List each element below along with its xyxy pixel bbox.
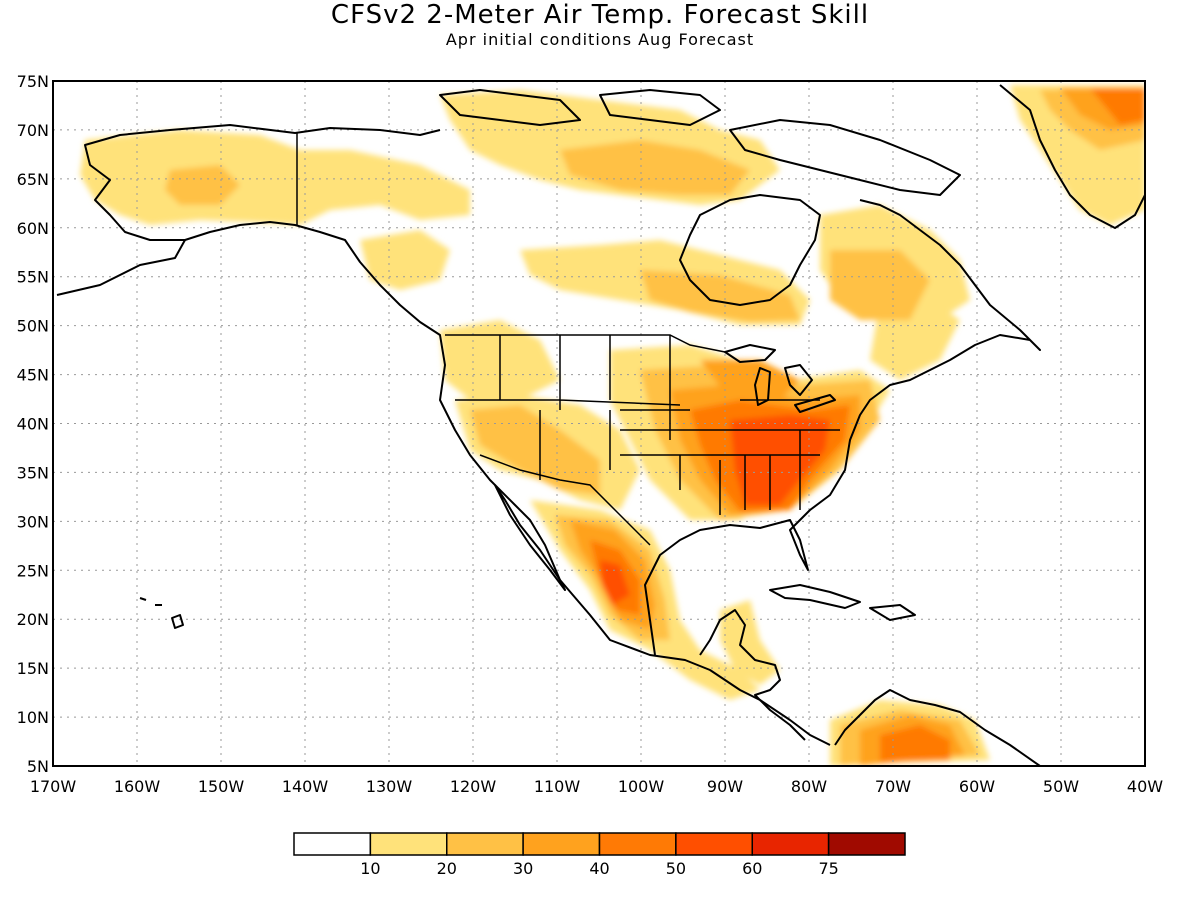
colorbar-swatch: [369, 832, 448, 856]
latitude-tick-label: 50N: [17, 317, 49, 336]
latitude-tick-label: 15N: [17, 659, 49, 678]
border-us-canada: [445, 334, 726, 353]
shade-greenland-40: [1090, 88, 1145, 125]
colorbar-label: 60: [742, 859, 762, 878]
shade-sa-40: [880, 725, 950, 762]
longitude-tick-label: 90W: [707, 777, 743, 796]
latitude-tick-label: 60N: [17, 219, 49, 238]
longitude-tick-label: 50W: [1043, 777, 1079, 796]
latitude-tick-label: 70N: [17, 121, 49, 140]
coast-gulf: [644, 199, 1041, 656]
colorbar-swatch: [293, 832, 372, 856]
shade-centralam: [720, 600, 780, 685]
coast-nw: [184, 221, 831, 746]
coast-arctic-2: [599, 89, 721, 126]
map-subtitle: Apr initial conditions Aug Forecast: [445, 30, 755, 49]
latitude-tick-label: 5N: [27, 757, 49, 776]
shade-sw-20: [470, 405, 600, 495]
colorbar-swatch: [675, 832, 753, 856]
colorbar-swatch: [598, 832, 677, 856]
colorbar-label: 30: [513, 859, 533, 878]
coast-greenland: [999, 84, 1145, 229]
map-frame: [52, 80, 1146, 767]
longitude-tick-label: 150W: [198, 777, 245, 796]
latitude-tick-label: 55N: [17, 268, 49, 287]
coastlines: [56, 84, 1145, 766]
longitude-tick-label: 120W: [450, 777, 497, 796]
latitude-tick-label: 25N: [17, 561, 49, 580]
colorbar-swatch: [827, 832, 906, 856]
longitude-tick-label: 110W: [534, 777, 581, 796]
colorbar-swatch: [446, 832, 524, 856]
colorbar-label: 75: [818, 859, 838, 878]
colorbar-label: 40: [589, 859, 609, 878]
coast-baffin: [729, 119, 961, 196]
longitude-tick-label: 130W: [366, 777, 413, 796]
shade-se-50: [730, 415, 830, 505]
lake-superior: [724, 344, 776, 363]
coast-hudson: [679, 194, 821, 306]
latitude-tick-label: 75N: [17, 72, 49, 91]
coast-hispaniola: [869, 604, 916, 621]
colorbar-swatch: [751, 832, 830, 856]
longitude-axis: 170W 160W 150W 140W 130W 120W 110W 100W 90W 80W 70…: [30, 777, 1163, 796]
coast-cuba: [769, 584, 861, 609]
gridlines: [53, 81, 1145, 766]
lake-michigan: [754, 367, 771, 406]
colorbar-label: 20: [437, 859, 457, 878]
latitude-axis: 5N 10N 15N 20N 25N 30N 35N 40N 45N 50N 55N 60N 65N 70…: [17, 72, 49, 776]
latitude-tick-label: 45N: [17, 366, 49, 385]
longitude-tick-label: 100W: [618, 777, 665, 796]
map-title: CFSv2 2-Meter Air Temp. Forecast Skill: [330, 0, 870, 30]
latitude-tick-label: 10N: [17, 708, 49, 727]
latitude-tick-label: 30N: [17, 512, 49, 531]
coast-arctic-1: [439, 89, 581, 126]
latitude-tick-label: 40N: [17, 415, 49, 434]
longitude-tick-label: 170W: [30, 777, 77, 796]
shade-canada-20: [560, 140, 750, 195]
state-lines: [455, 335, 840, 515]
coast-baja: [494, 484, 566, 591]
coast-hawaii: [139, 597, 184, 629]
longitude-tick-label: 140W: [282, 777, 329, 796]
shade-mex-50: [600, 560, 630, 605]
coast-yucatan: [699, 609, 806, 741]
latitude-tick-label: 20N: [17, 610, 49, 629]
colorbar-swatch: [522, 832, 601, 856]
colorbar-label: 50: [666, 859, 686, 878]
longitude-tick-label: 40W: [1127, 777, 1163, 796]
shade-bc: [360, 230, 450, 290]
longitude-tick-label: 70W: [875, 777, 911, 796]
lake-huron: [784, 364, 813, 396]
colorbar-label: 10: [360, 859, 380, 878]
lake-erie: [794, 394, 836, 413]
shade-central-20: [640, 270, 800, 322]
longitude-tick-label: 80W: [791, 777, 827, 796]
coast-sa: [834, 689, 1041, 766]
shade-hudson-20: [830, 250, 930, 320]
political-borders: [296, 133, 840, 546]
longitude-tick-label: 60W: [959, 777, 995, 796]
longitude-tick-label: 160W: [114, 777, 161, 796]
latitude-tick-label: 65N: [17, 170, 49, 189]
colorbar: 10 20 30 40 50 60 75: [293, 832, 906, 878]
border-us-mexico: [479, 454, 651, 546]
coast-alaska: [56, 124, 441, 296]
latitude-tick-label: 35N: [17, 463, 49, 482]
